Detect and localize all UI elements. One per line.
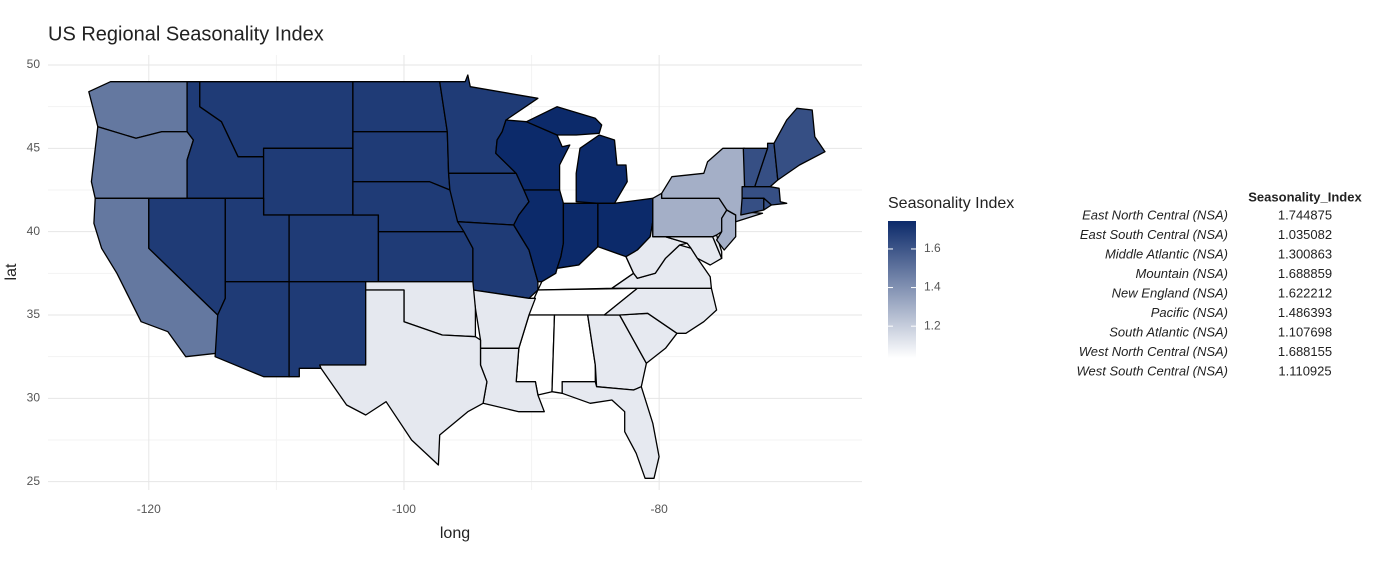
state (352, 81, 448, 133)
y-tick-label: 25 (27, 474, 41, 488)
y-tick-label: 45 (27, 141, 41, 155)
state (288, 214, 380, 283)
table-row-name: West North Central (NSA) (1079, 344, 1228, 359)
legend-title: Seasonality Index (888, 195, 1014, 212)
x-tick-label: -100 (392, 502, 416, 516)
table-value: 1.688859 (1278, 266, 1332, 281)
legend-tick-label: 1.2 (924, 318, 941, 332)
table-row-name: East North Central (NSA) (1082, 207, 1228, 222)
y-tick-label: 30 (27, 391, 41, 405)
table-value: 1.744875 (1278, 207, 1332, 222)
table-value: 1.107698 (1278, 324, 1332, 339)
state (319, 289, 488, 466)
table-value: 1.622212 (1278, 285, 1332, 300)
x-tick-label: -80 (650, 502, 668, 516)
state (288, 281, 367, 378)
state (90, 126, 195, 199)
table-value: 1.300863 (1278, 246, 1332, 261)
state (262, 147, 354, 216)
y-tick-label: 35 (27, 307, 41, 321)
overlay (888, 221, 916, 358)
state (575, 134, 628, 204)
colorbar (888, 221, 916, 358)
state (773, 107, 826, 181)
map (88, 74, 826, 479)
x-axis-label: long (440, 525, 470, 542)
table-row-name: Middle Atlantic (NSA) (1105, 246, 1228, 261)
table-row-name: West South Central (NSA) (1077, 363, 1228, 378)
state (763, 197, 773, 211)
table-value: 1.486393 (1278, 305, 1332, 320)
state (561, 381, 660, 479)
table-row-name: South Atlantic (NSA) (1109, 324, 1228, 339)
table-row-name: Pacific (NSA) (1151, 305, 1228, 320)
table-row-name: New England (NSA) (1112, 285, 1228, 300)
state (525, 106, 603, 136)
x-tick-label: -120 (137, 502, 161, 516)
legend-tick-label: 1.6 (924, 241, 941, 255)
legend-tick-label: 1.4 (924, 280, 941, 294)
table-value: 1.035082 (1278, 227, 1332, 242)
y-tick-label: 50 (27, 57, 41, 71)
y-axis-label: lat (3, 263, 20, 280)
chart-title: US Regional Seasonality Index (48, 23, 324, 45)
y-tick-label: 40 (27, 224, 41, 238)
table-header: Seasonality_Index (1248, 189, 1362, 204)
state (715, 209, 737, 251)
table-row-name: Mountain (NSA) (1136, 266, 1228, 281)
table-value: 1.688155 (1278, 344, 1332, 359)
state (652, 192, 728, 238)
state (377, 231, 474, 283)
state (214, 281, 290, 378)
table-row-name: East South Central (NSA) (1080, 227, 1228, 242)
table-value: 1.110925 (1278, 363, 1331, 378)
